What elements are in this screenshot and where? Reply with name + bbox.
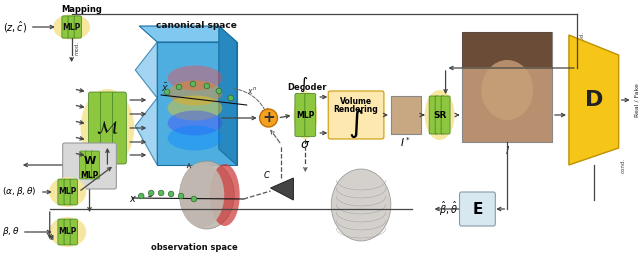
Circle shape <box>176 84 182 90</box>
Text: $\bar{x}$: $\bar{x}$ <box>161 82 169 94</box>
FancyBboxPatch shape <box>92 151 99 179</box>
FancyBboxPatch shape <box>63 143 116 189</box>
Circle shape <box>191 196 196 202</box>
Text: $(\alpha, \beta, \theta)$: $(\alpha, \beta, \theta)$ <box>2 186 36 198</box>
Text: Rendering: Rendering <box>333 104 378 113</box>
Text: observation space: observation space <box>150 243 237 252</box>
FancyBboxPatch shape <box>64 179 71 205</box>
Text: W: W <box>83 156 95 166</box>
FancyBboxPatch shape <box>435 96 444 134</box>
Text: $\int$: $\int$ <box>299 76 308 94</box>
Text: $x$: $x$ <box>129 194 137 204</box>
Ellipse shape <box>180 163 224 228</box>
Text: $(z, \hat{c})$: $(z, \hat{c})$ <box>3 19 27 35</box>
Text: +: + <box>262 111 275 125</box>
Text: MLP: MLP <box>81 170 99 179</box>
Ellipse shape <box>49 177 86 207</box>
Text: MLP: MLP <box>296 111 314 120</box>
FancyBboxPatch shape <box>305 93 316 136</box>
Text: D: D <box>584 90 603 110</box>
FancyBboxPatch shape <box>86 151 93 179</box>
Text: mod.: mod. <box>75 41 79 55</box>
Text: $s$: $s$ <box>147 189 154 199</box>
Circle shape <box>178 193 184 199</box>
Polygon shape <box>135 98 157 165</box>
Ellipse shape <box>481 60 533 120</box>
FancyBboxPatch shape <box>58 219 65 245</box>
FancyBboxPatch shape <box>74 16 81 38</box>
Polygon shape <box>219 26 237 165</box>
FancyBboxPatch shape <box>441 96 450 134</box>
Text: $\beta, \theta$: $\beta, \theta$ <box>2 226 20 239</box>
Polygon shape <box>569 35 619 165</box>
Ellipse shape <box>49 217 86 247</box>
Text: Volume: Volume <box>340 97 372 105</box>
FancyBboxPatch shape <box>68 16 76 38</box>
Text: mod.: mod. <box>580 31 585 45</box>
FancyBboxPatch shape <box>460 192 495 226</box>
FancyBboxPatch shape <box>463 32 552 142</box>
FancyBboxPatch shape <box>113 92 126 164</box>
Ellipse shape <box>332 169 391 241</box>
Ellipse shape <box>168 66 222 91</box>
Ellipse shape <box>168 125 222 151</box>
FancyBboxPatch shape <box>88 92 102 164</box>
Circle shape <box>138 193 144 199</box>
Polygon shape <box>140 26 237 42</box>
Circle shape <box>168 191 174 197</box>
Text: $I$: $I$ <box>505 144 509 156</box>
Polygon shape <box>135 42 157 98</box>
FancyBboxPatch shape <box>79 151 88 179</box>
Circle shape <box>228 95 234 101</box>
Text: Real / Fake: Real / Fake <box>635 83 639 117</box>
FancyBboxPatch shape <box>429 96 438 134</box>
Ellipse shape <box>168 111 222 135</box>
Text: Mapping: Mapping <box>61 5 102 14</box>
Text: $C$: $C$ <box>262 169 271 180</box>
Ellipse shape <box>168 80 222 105</box>
Text: $\sigma$: $\sigma$ <box>300 138 310 152</box>
Circle shape <box>260 109 278 127</box>
FancyBboxPatch shape <box>70 219 77 245</box>
FancyBboxPatch shape <box>62 16 69 38</box>
Text: MLP: MLP <box>58 187 77 197</box>
Text: $I^*$: $I^*$ <box>401 135 411 149</box>
FancyBboxPatch shape <box>70 179 77 205</box>
FancyBboxPatch shape <box>463 32 552 67</box>
Text: $\int$: $\int$ <box>348 108 364 140</box>
Text: MLP: MLP <box>63 23 81 31</box>
Text: $\mathcal{M}$: $\mathcal{M}$ <box>96 119 118 137</box>
FancyBboxPatch shape <box>295 93 306 136</box>
FancyBboxPatch shape <box>64 219 71 245</box>
Text: canonical space: canonical space <box>157 20 237 29</box>
Text: Decoder: Decoder <box>287 82 327 91</box>
FancyBboxPatch shape <box>100 92 115 164</box>
Ellipse shape <box>293 91 317 139</box>
Ellipse shape <box>425 90 454 140</box>
Circle shape <box>190 81 196 87</box>
Ellipse shape <box>81 89 134 167</box>
Ellipse shape <box>180 161 234 229</box>
Circle shape <box>216 88 221 94</box>
Text: $\hat{\beta}, \hat{\theta}$: $\hat{\beta}, \hat{\theta}$ <box>438 200 458 218</box>
FancyBboxPatch shape <box>58 179 65 205</box>
Ellipse shape <box>53 14 90 40</box>
FancyBboxPatch shape <box>328 91 384 139</box>
Circle shape <box>204 83 210 89</box>
Polygon shape <box>271 178 293 200</box>
Circle shape <box>148 190 154 196</box>
Ellipse shape <box>168 95 222 121</box>
Text: MLP: MLP <box>58 228 77 237</box>
Polygon shape <box>157 42 237 165</box>
Text: SR: SR <box>433 111 446 120</box>
Ellipse shape <box>210 164 240 226</box>
Circle shape <box>164 89 170 95</box>
FancyBboxPatch shape <box>391 96 420 134</box>
Circle shape <box>158 190 164 196</box>
Text: E: E <box>472 201 483 217</box>
Text: cond.: cond. <box>621 158 626 173</box>
Text: $x^n$: $x^n$ <box>246 84 257 95</box>
